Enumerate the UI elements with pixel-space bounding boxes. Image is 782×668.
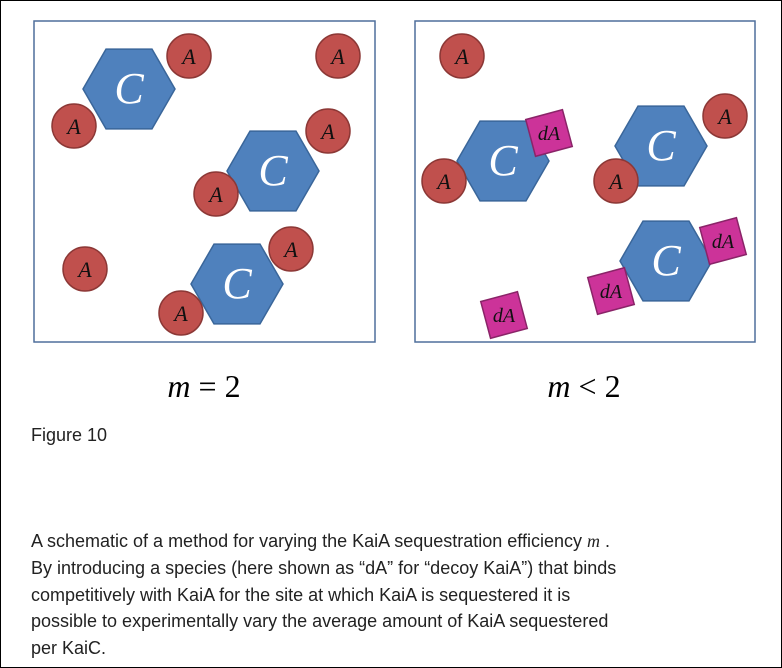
kaia-circle [193,171,239,217]
kaia-circle [305,108,351,154]
caption-line: A schematic of a method for varying the … [31,531,610,552]
decoy-label: dA [712,231,735,253]
decoy-square [524,108,574,158]
kaic-hexagon [190,243,284,325]
kaia-circle [268,226,314,272]
kaia-label: A [453,44,469,69]
kaia-circle [158,290,204,336]
kaia-label: A [172,301,188,326]
kaia-label: A [65,114,81,139]
kaia-circle [62,246,108,292]
caption-text: A schematic of a method for varying the … [31,531,582,551]
kaic-label: C [651,236,681,285]
kaic-hexagon [226,130,320,212]
kaia-label: A [180,44,196,69]
kaia-circle [421,158,467,204]
kaia-label: A [319,119,335,144]
figure-label: Figure 10 [31,425,108,445]
decoy-label: dA [600,281,623,303]
caption-text: . [605,531,611,551]
caption-line: per KaiC. [31,637,107,658]
relation: < 2 [579,368,621,404]
kaia-circle [166,33,212,79]
decoy-label: dA [538,123,561,145]
decoy-label: dA [493,305,516,327]
decoy-square [698,216,748,266]
kaia-circle [51,103,97,149]
kaic-label: C [646,121,676,170]
kaia-label: A [607,169,623,194]
kaic-hexagon [82,48,176,130]
kaic-hexagon [619,220,713,302]
decoy-square [586,266,636,316]
decoy-square [479,290,529,340]
kaia-circle [439,33,485,79]
kaia-circle [315,33,361,79]
relation: = 2 [199,368,241,404]
kaia-label: A [76,257,92,282]
kaia-circle [593,158,639,204]
variable: m [547,368,570,404]
caption-line: By introducing a species (here shown as … [31,558,617,578]
kaia-label: A [207,182,223,207]
kaic-label: C [258,146,288,195]
caption-variable: m [586,531,600,551]
kaic-hexagon [614,105,708,187]
caption-line: competitively with KaiA for the site at … [31,584,571,605]
kaia-label: A [329,44,345,69]
caption-line: possible to experimentally vary the aver… [31,611,609,631]
panel-caption: m = 2 [167,368,240,404]
kaia-label: A [282,237,298,262]
kaia-label: A [716,104,732,129]
kaia-label: A [435,169,451,194]
kaic-label: C [114,64,144,113]
kaia-circle [702,93,748,139]
kaic-label: C [488,136,518,185]
kaic-label: C [222,259,252,308]
panel-caption: m < 2 [547,368,620,404]
variable: m [167,368,190,404]
